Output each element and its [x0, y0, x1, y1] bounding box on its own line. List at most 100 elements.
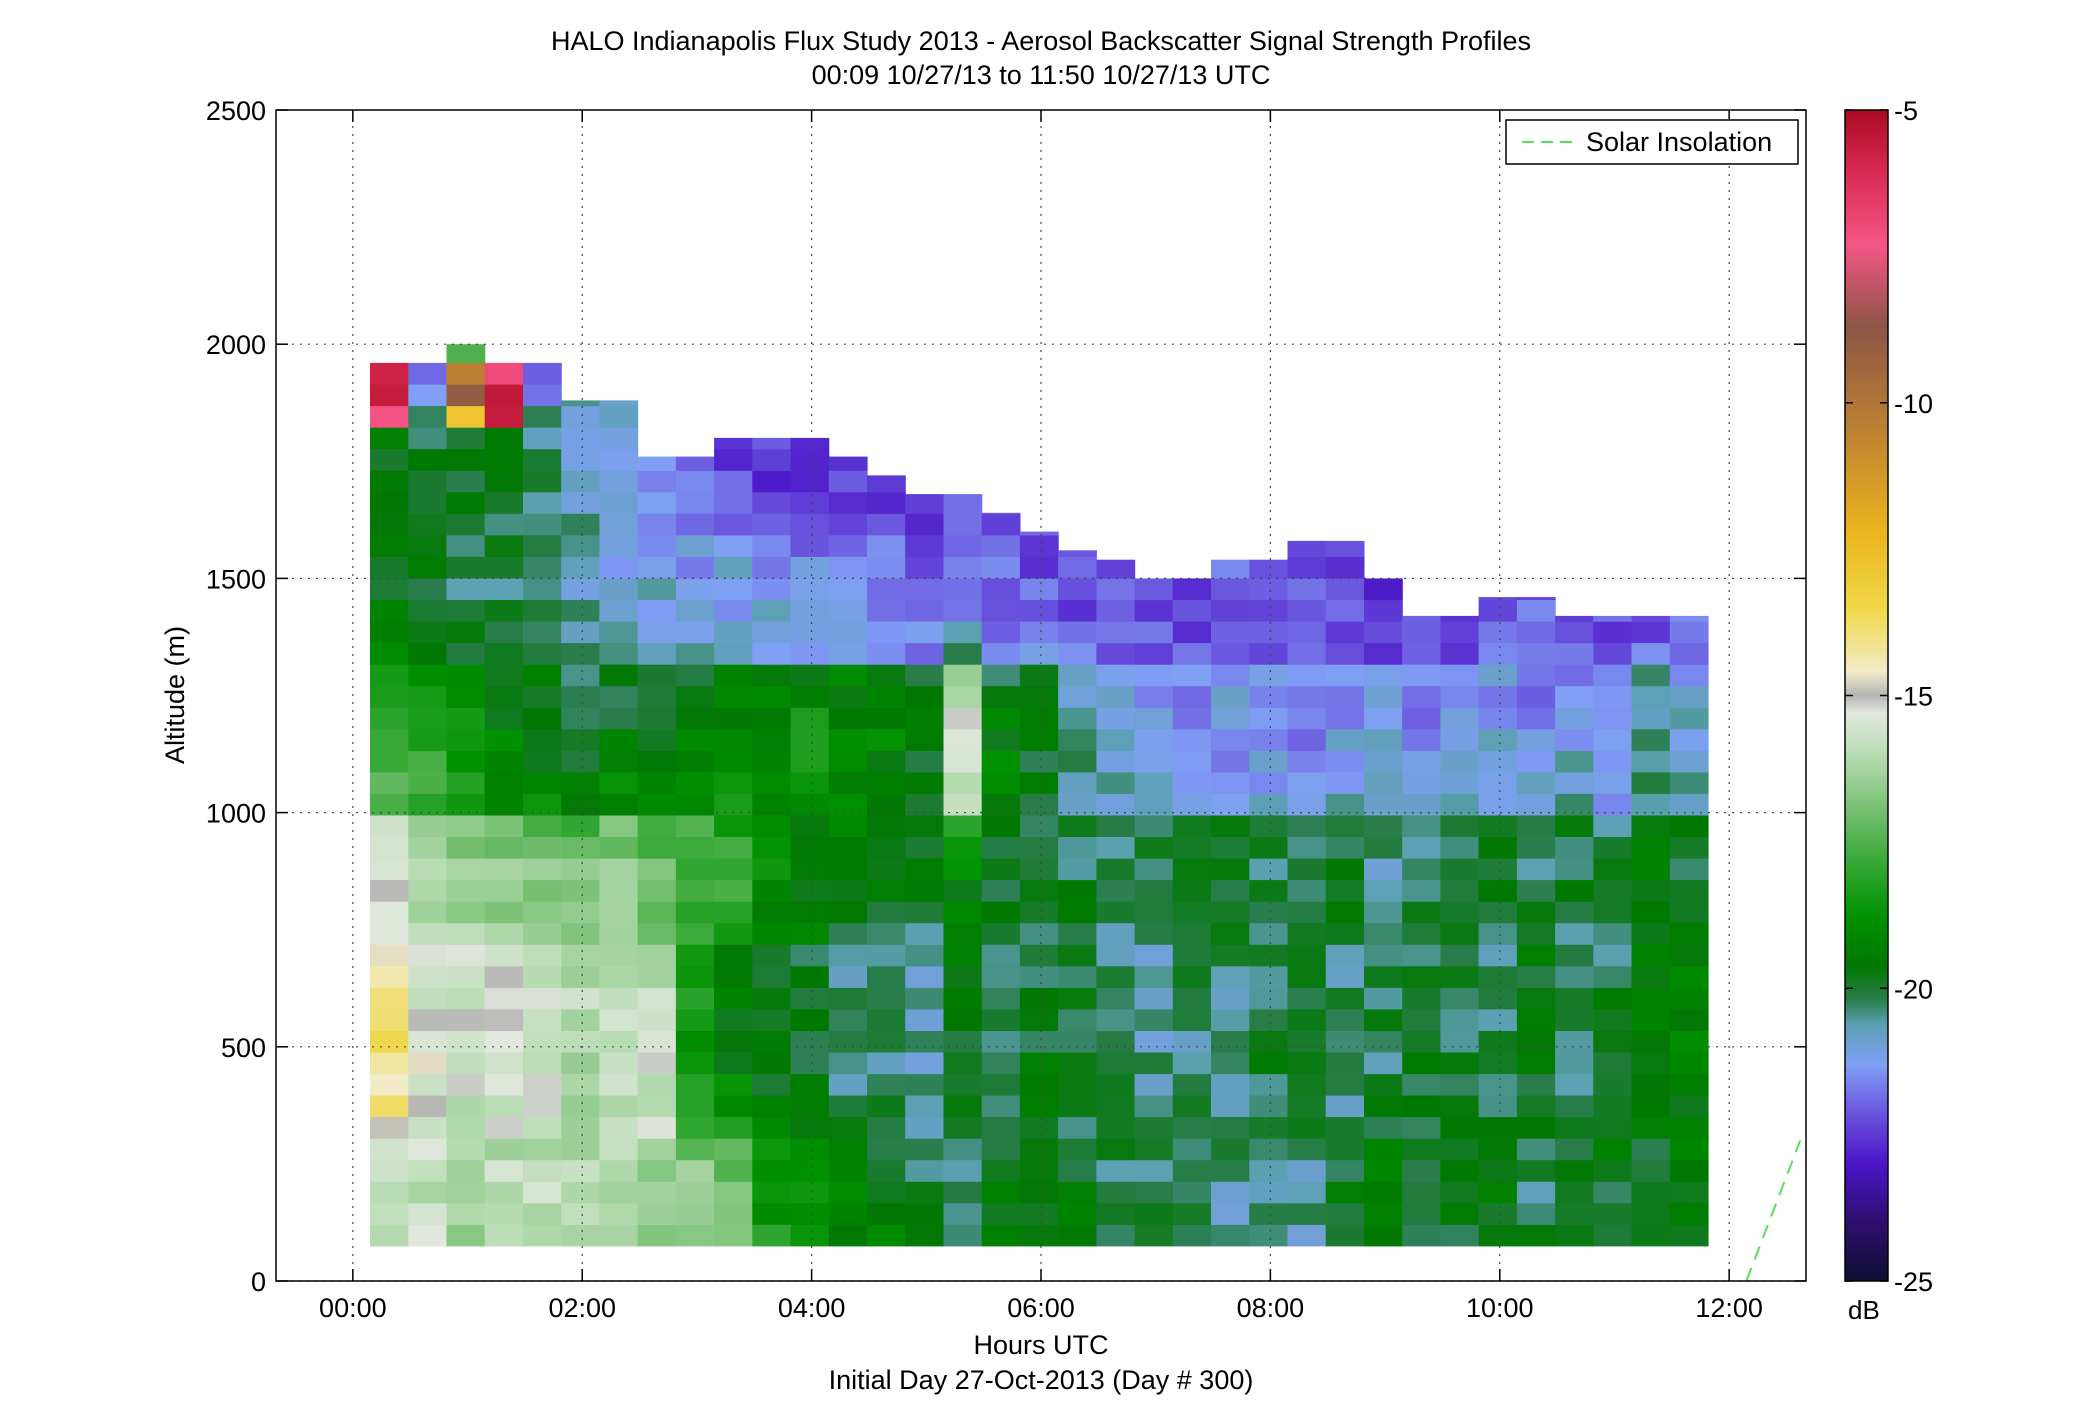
heatmap-cell: [446, 448, 486, 471]
heatmap-cell: [1478, 879, 1518, 902]
heatmap-cell: [484, 944, 524, 967]
heatmap-cell: [1211, 1030, 1250, 1053]
heatmap-cell: [523, 771, 562, 794]
heatmap-cell: [1402, 1073, 1441, 1096]
heatmap-cell: [408, 1181, 448, 1204]
colorbar-label: dB: [1848, 1295, 1880, 1325]
heatmap-cell: [1172, 578, 1212, 601]
heatmap-cell: [561, 814, 600, 837]
heatmap-cell: [790, 437, 830, 450]
heatmap-cell: [599, 1181, 639, 1204]
heatmap-cell: [714, 1159, 753, 1182]
heatmap-cell: [1249, 1052, 1289, 1075]
heatmap-cell: [484, 448, 524, 471]
heatmap-cell: [561, 1181, 600, 1204]
heatmap-cell: [1555, 987, 1594, 1010]
heatmap-cell: [1669, 642, 1709, 665]
heatmap-cell: [1440, 1202, 1480, 1225]
heatmap-cell: [637, 642, 677, 665]
heatmap-cell: [1249, 901, 1289, 924]
heatmap-cell: [1631, 621, 1671, 644]
heatmap-cell: [1402, 1116, 1441, 1139]
heatmap-cell: [1631, 793, 1671, 816]
heatmap-cell: [1669, 771, 1709, 794]
heatmap-cell: [1631, 750, 1671, 773]
heatmap-cell: [1593, 858, 1633, 881]
heatmap-cell: [1440, 621, 1480, 644]
heatmap-cell: [1019, 1159, 1059, 1182]
heatmap-cell: [1058, 814, 1097, 837]
heatmap-cell: [561, 448, 600, 471]
colorbar: -25 -20 -15 -10 -5 dB: [1844, 96, 1933, 1325]
heatmap-cell: [1555, 1224, 1594, 1247]
heatmap-cell: [714, 1095, 753, 1118]
heatmap-cell: [714, 437, 753, 450]
heatmap-cell: [523, 814, 562, 837]
heatmap-cell: [752, 728, 792, 751]
heatmap-cell: [790, 513, 830, 536]
heatmap-cell: [1593, 1052, 1633, 1075]
heatmap-cell: [484, 405, 524, 428]
heatmap-cell: [370, 556, 409, 579]
heatmap-cell: [1364, 1052, 1403, 1075]
heatmap-cell: [828, 858, 868, 881]
heatmap-cell: [1096, 664, 1136, 687]
heatmap-cell: [1172, 793, 1212, 816]
heatmap-cell: [714, 814, 753, 837]
heatmap-cell: [408, 858, 448, 881]
heatmap-cell: [1058, 750, 1097, 773]
x-tick-label: 08:00: [1237, 1293, 1305, 1323]
heatmap-cell: [1249, 750, 1289, 773]
heatmap-cell: [1478, 771, 1518, 794]
heatmap-cell: [1402, 685, 1441, 708]
heatmap-cell: [828, 556, 868, 579]
heatmap-cell: [1593, 879, 1633, 902]
heatmap-cell: [561, 427, 600, 450]
heatmap-cell: [1058, 1030, 1097, 1053]
heatmap-cell: [1019, 577, 1059, 600]
heatmap-cell: [523, 922, 562, 945]
heatmap-cell: [828, 1116, 868, 1139]
heatmap-cell: [1631, 1181, 1671, 1204]
heatmap-cell: [1516, 1030, 1556, 1053]
heatmap-cell: [1364, 922, 1403, 945]
heatmap-cell: [599, 1159, 639, 1182]
y-tick-label: 500: [221, 1033, 266, 1063]
heatmap-cell: [1440, 771, 1480, 794]
heatmap-cell: [1478, 642, 1518, 665]
heatmap-cell: [943, 1202, 983, 1225]
heatmap-cell: [675, 707, 715, 730]
heatmap-cell: [1249, 814, 1289, 837]
heatmap-cell: [446, 491, 486, 514]
heatmap-cell: [981, 513, 1021, 536]
heatmap-cell: [1669, 944, 1709, 967]
heatmap-cell: [599, 427, 639, 450]
heatmap-cell: [1096, 836, 1136, 859]
heatmap-cell: [1134, 1181, 1174, 1204]
heatmap-cell: [790, 556, 830, 579]
heatmap-cell: [1669, 987, 1709, 1010]
heatmap-cell: [1134, 621, 1174, 644]
heatmap-cell: [1096, 642, 1136, 665]
heatmap-cell: [561, 750, 600, 773]
heatmap-cell: [1555, 707, 1594, 730]
heatmap-cell: [790, 728, 830, 751]
heatmap-cell: [943, 577, 983, 600]
heatmap-cell: [1669, 750, 1709, 773]
heatmap-cell: [1593, 944, 1633, 967]
heatmap-cell: [1631, 965, 1671, 988]
heatmap-cell: [790, 793, 830, 816]
heatmap-cell: [1669, 1095, 1709, 1118]
heatmap-cell: [752, 922, 792, 945]
heatmap-cell: [370, 470, 409, 493]
heatmap-cell: [905, 1138, 944, 1161]
heatmap-cell: [523, 513, 562, 536]
heatmap-cell: [1478, 599, 1518, 622]
heatmap-cell: [675, 771, 715, 794]
heatmap-cell: [981, 577, 1021, 600]
heatmap-cell: [1593, 836, 1633, 859]
heatmap-cell: [1516, 987, 1556, 1010]
heatmap-cell: [1516, 879, 1556, 902]
heatmap-cell: [867, 1008, 906, 1031]
heatmap-cell: [714, 707, 753, 730]
